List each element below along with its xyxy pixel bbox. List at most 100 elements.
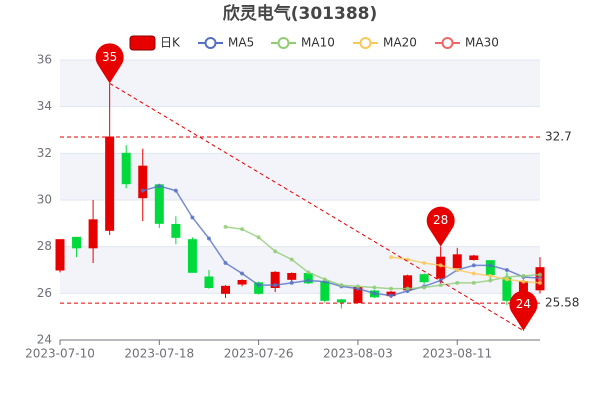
legend-label: MA5 [228, 36, 254, 50]
legend: 日K MA5 MA10 MA20 MA30 [129, 35, 499, 51]
ma-point [471, 263, 476, 268]
legend-swatch [359, 37, 372, 49]
ma-point [488, 273, 493, 278]
candle-body [171, 224, 181, 238]
candle-body [320, 281, 330, 301]
trend-line [109, 82, 524, 332]
split-area [60, 153, 540, 200]
ma-point [471, 271, 476, 276]
ma-point [372, 291, 377, 296]
ma-point [521, 273, 526, 278]
ma-point [538, 277, 542, 282]
candle-body [138, 165, 148, 199]
ma-point [206, 236, 211, 241]
candle-body [469, 255, 479, 260]
ma-point [322, 277, 327, 282]
ma-point [405, 286, 410, 291]
y-tick-label: 28 [37, 239, 52, 253]
ma-point [240, 227, 245, 232]
ma-point [455, 268, 460, 272]
candle-body [88, 219, 98, 249]
ma-point [455, 280, 460, 285]
legend-label: 日K [160, 36, 181, 50]
candle-body [436, 256, 446, 279]
ma-point [289, 257, 294, 262]
mark-pin [426, 206, 455, 247]
legend-label: MA30 [465, 36, 499, 50]
ma-point [422, 261, 427, 265]
ma-line [225, 226, 541, 290]
y-tick-label: 26 [37, 286, 52, 300]
legend-swatch [204, 37, 217, 49]
mark-pin-label: 35 [102, 50, 117, 64]
ma-point [273, 283, 278, 288]
ma-point [488, 263, 493, 268]
ma-point [339, 283, 344, 288]
ma-point [190, 215, 195, 220]
ma-point [488, 278, 493, 283]
candle-body [237, 280, 247, 285]
mark-line-label: 25.58 [545, 296, 579, 310]
ma-point [504, 268, 509, 272]
ma-point [471, 280, 476, 285]
ma-point [256, 283, 261, 288]
candle-body [502, 277, 512, 301]
candle-body [121, 152, 131, 185]
mark-pin-label: 28 [433, 213, 448, 227]
candle-body [287, 273, 297, 280]
mark-pin-label: 24 [516, 297, 531, 311]
x-tick-label: 2023-07-26 [224, 347, 294, 361]
x-tick-label: 2023-07-10 [25, 347, 95, 361]
candle-body [254, 282, 264, 294]
ma-point [223, 224, 228, 229]
candle-body [485, 260, 495, 276]
ma-point [372, 285, 377, 290]
candle-body [105, 136, 115, 231]
ma-point [438, 283, 443, 288]
ma-point [538, 272, 542, 277]
y-tick-label: 30 [37, 193, 52, 207]
ma-point [389, 286, 394, 291]
ma-point [521, 279, 526, 284]
candle-body [270, 271, 280, 289]
y-tick-label: 34 [37, 99, 52, 113]
candle-body [72, 236, 82, 249]
candle-body [221, 285, 231, 294]
mark-pin [509, 290, 538, 331]
split-area [60, 246, 540, 294]
candle-body [336, 299, 346, 303]
y-tick-label: 32 [37, 146, 52, 160]
legend-swatch [129, 35, 156, 51]
ma-point [538, 280, 542, 285]
ma-line [390, 256, 541, 284]
ma-point [173, 188, 178, 193]
candle-body [154, 184, 164, 224]
y-tick-label: 36 [37, 53, 52, 67]
ma-point [157, 184, 162, 188]
chart-title: 欣灵电气(301388) [223, 3, 378, 24]
ma-point [306, 278, 311, 283]
legend-swatch [277, 37, 290, 49]
ma-point [438, 263, 443, 268]
candle-body [452, 254, 462, 269]
ma-point [422, 285, 427, 290]
ma-point [389, 255, 394, 260]
y-tick-label: 24 [37, 333, 52, 347]
candle-body [187, 239, 197, 273]
x-tick-label: 2023-07-18 [124, 347, 194, 361]
candle-body [419, 274, 429, 283]
ma-point [223, 261, 228, 265]
ma-point [389, 293, 394, 298]
candle-body [55, 239, 65, 271]
split-area [60, 60, 540, 107]
legend-label: MA20 [383, 36, 417, 50]
ma-point [306, 270, 311, 275]
ma-point [240, 271, 245, 276]
legend-swatch [441, 37, 454, 49]
ma-point [140, 188, 145, 193]
candle-body [204, 276, 214, 288]
ma-point [273, 249, 278, 254]
ma-point [256, 235, 261, 240]
x-tick-label: 2023-08-03 [323, 347, 393, 361]
